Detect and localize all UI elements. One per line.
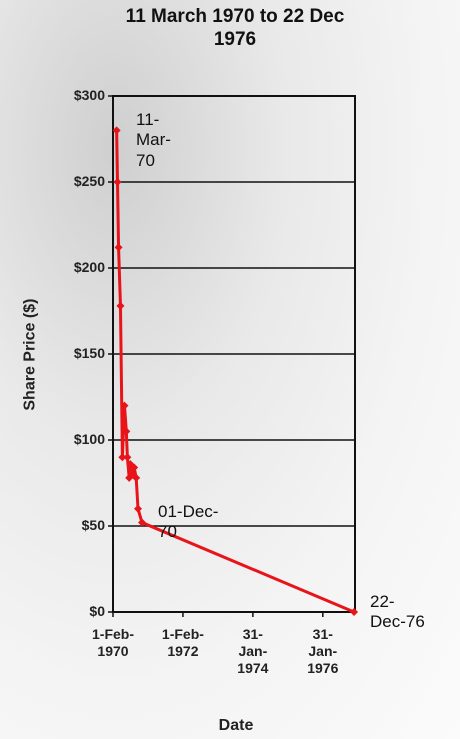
- y-tick-label: $250: [55, 173, 105, 190]
- y-tick-label: $100: [55, 431, 105, 448]
- data-point: [114, 178, 122, 186]
- data-point: [134, 505, 142, 513]
- x-tick-label: 1-Feb-1972: [161, 626, 205, 660]
- x-tick-label: 31-Jan-1974: [231, 626, 275, 676]
- annotation: 01-Dec-70: [158, 502, 220, 543]
- y-tick-label: $0: [55, 603, 105, 620]
- chart-title: 11 March 1970 to 22 Dec 1976: [120, 6, 350, 52]
- y-tick-label: $300: [55, 87, 105, 104]
- y-axis-label: Share Price ($): [20, 285, 39, 425]
- data-point: [123, 453, 131, 461]
- data-line: [117, 130, 354, 612]
- x-tick-label: 1-Feb-1970: [91, 626, 135, 660]
- page: {"chart_data": {"type": "line", "title":…: [0, 0, 460, 739]
- annotation: 11-Mar-70: [136, 110, 186, 171]
- y-tick-label: $150: [55, 345, 105, 362]
- annotation: 22-Dec-76: [370, 592, 430, 633]
- data-point: [115, 243, 123, 251]
- x-axis-label: Date: [206, 716, 266, 735]
- y-tick-label: $50: [55, 517, 105, 534]
- y-tick-label: $200: [55, 259, 105, 276]
- x-tick-label: 31-Jan-1976: [301, 626, 345, 676]
- data-point: [116, 302, 124, 310]
